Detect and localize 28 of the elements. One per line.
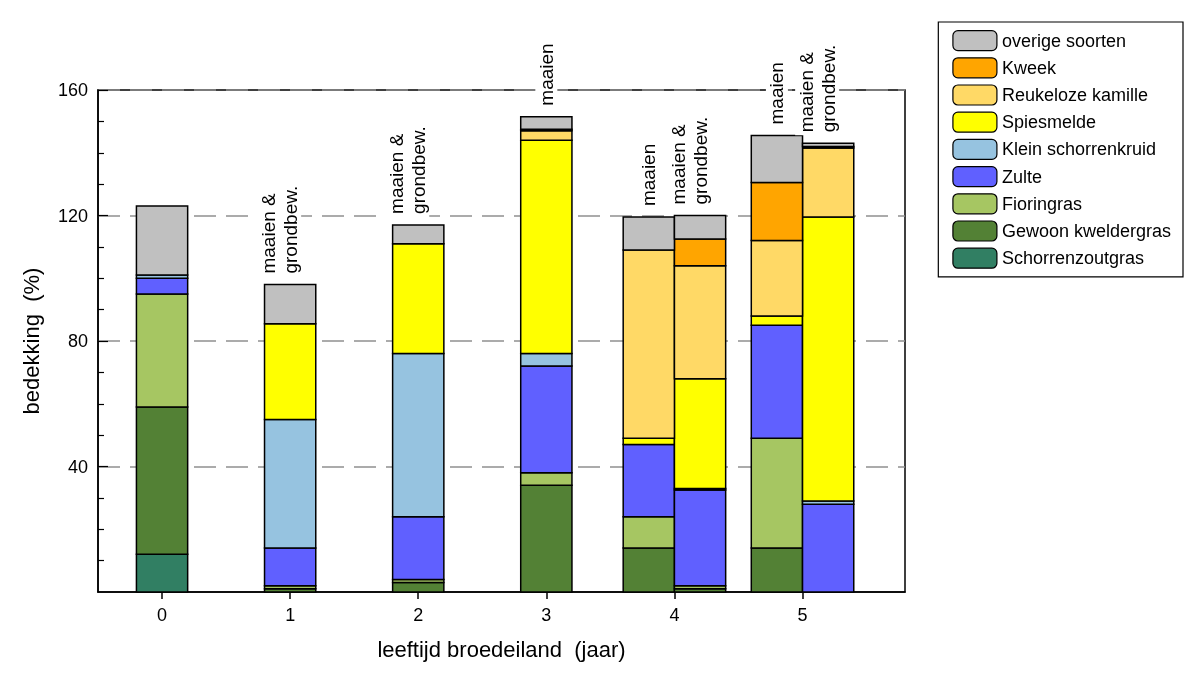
x-tick-label: 1 bbox=[285, 605, 296, 625]
annotation: maaien & grondbew. bbox=[795, 44, 839, 133]
legend-label: overige soorten bbox=[1001, 30, 1126, 51]
y-tick-label: 120 bbox=[57, 205, 88, 226]
legend-label: Reukeloze kamille bbox=[1001, 85, 1148, 105]
legend-label: Spiesmelde bbox=[1001, 112, 1096, 133]
annotation: maaien bbox=[638, 143, 660, 207]
legend-label: Klein schorrenkruid bbox=[1001, 139, 1156, 160]
x-tick-label: 0 bbox=[157, 605, 168, 625]
legend-label: Kweek bbox=[1001, 57, 1057, 78]
y-tick-label: 160 bbox=[57, 80, 88, 100]
y-tick-label: 80 bbox=[67, 331, 88, 351]
legend-label: Gewoon kweldergras bbox=[1001, 221, 1172, 241]
annotation: maaien bbox=[535, 43, 557, 106]
annotation: maaien & grondbew. bbox=[667, 116, 711, 205]
x-axis-title: leeftijd broedeiland (jaar) bbox=[377, 636, 626, 662]
annotation: maaien & grondbew. bbox=[257, 185, 301, 274]
legend-label: Fioringras bbox=[1001, 193, 1082, 214]
annotation: maaien bbox=[766, 62, 788, 125]
y-tick-label: 40 bbox=[67, 456, 88, 477]
x-tick-label: 4 bbox=[669, 605, 680, 625]
annotation: maaien & grondbew. bbox=[385, 126, 429, 214]
legend-label: Zulte bbox=[1001, 166, 1042, 187]
x-tick-label: 5 bbox=[797, 605, 808, 625]
x-tick-label: 3 bbox=[541, 605, 552, 625]
x-tick-label: 2 bbox=[413, 605, 424, 625]
y-axis-title: bedekking (%) bbox=[18, 267, 44, 415]
legend-label: Schorrenzoutgras bbox=[1001, 248, 1144, 269]
